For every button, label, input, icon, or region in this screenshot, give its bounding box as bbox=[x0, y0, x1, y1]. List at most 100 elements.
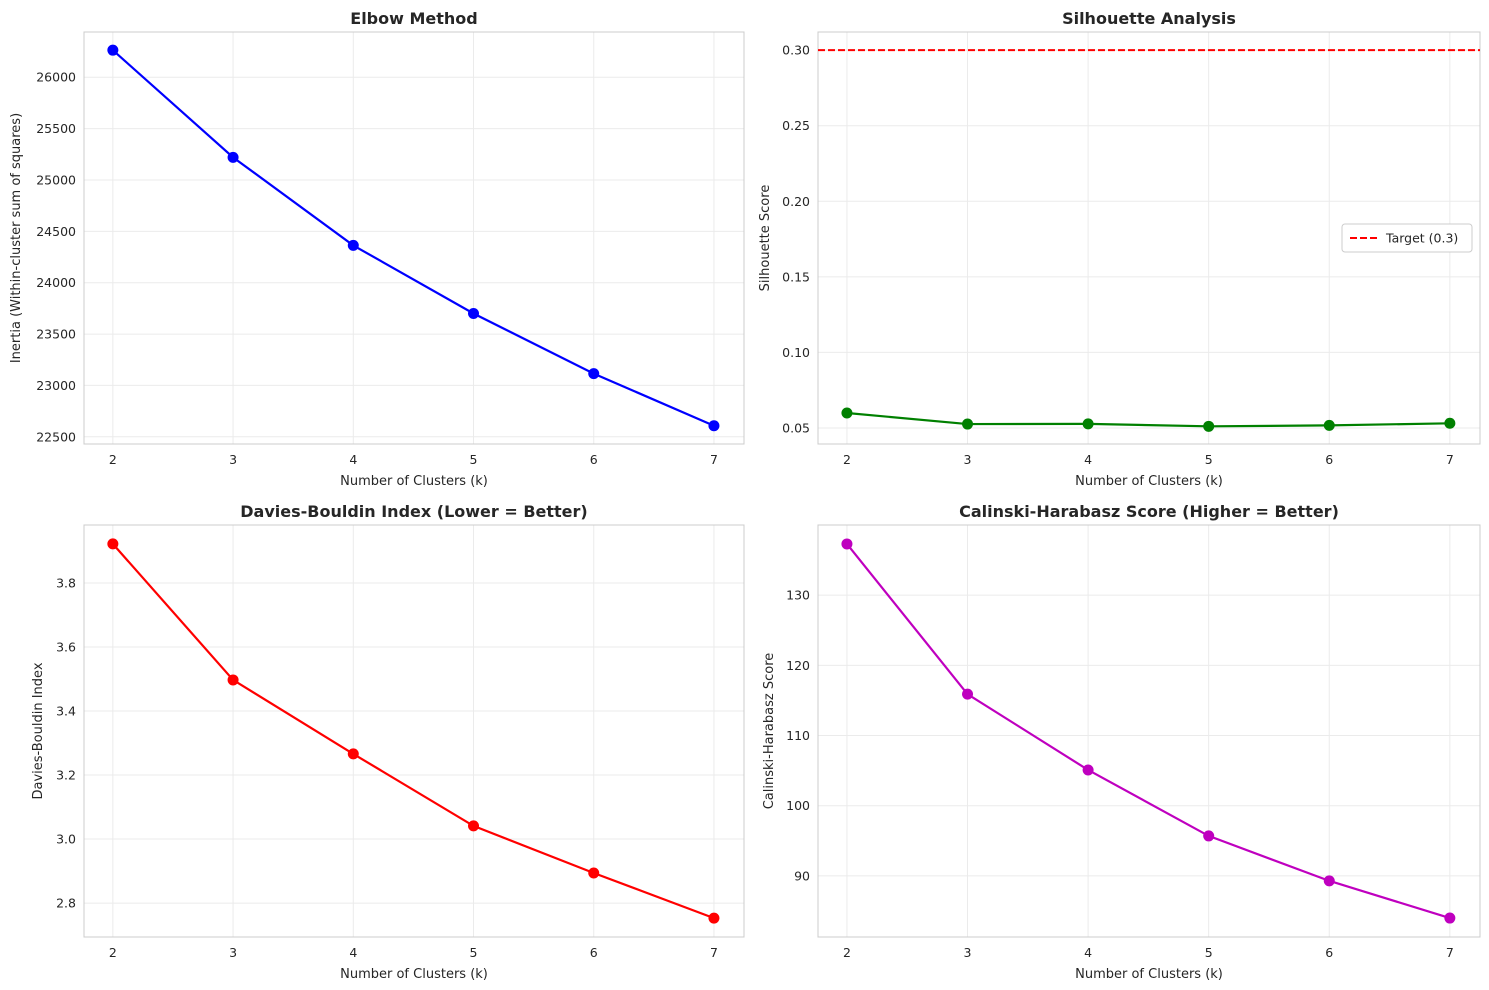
data-point bbox=[1444, 912, 1456, 924]
series-line bbox=[846, 543, 1451, 920]
data-point bbox=[841, 407, 853, 419]
x-tick-label: 3 bbox=[229, 945, 237, 960]
series-line bbox=[112, 49, 715, 427]
axes-frame bbox=[83, 524, 745, 938]
data-point bbox=[1323, 875, 1335, 887]
data-point bbox=[588, 867, 600, 879]
chart-title: Silhouette Analysis bbox=[1062, 9, 1236, 28]
x-tick-label: 5 bbox=[470, 945, 478, 960]
x-tick-label: 7 bbox=[710, 945, 718, 960]
data-point bbox=[107, 44, 119, 56]
x-tick-label: 2 bbox=[843, 945, 851, 960]
x-tick-label: 7 bbox=[1446, 945, 1454, 960]
data-point bbox=[1203, 830, 1215, 842]
x-axis-label: Number of Clusters (k) bbox=[1075, 967, 1223, 982]
data-point bbox=[841, 538, 853, 550]
y-tick-label: 0.30 bbox=[782, 43, 810, 58]
data-point bbox=[1444, 417, 1456, 429]
data-point bbox=[347, 239, 359, 251]
x-tick-label: 5 bbox=[1205, 452, 1213, 467]
data-point bbox=[1203, 420, 1215, 432]
y-tick-label: 2.8 bbox=[56, 896, 76, 911]
y-tick-label: 3.6 bbox=[56, 639, 76, 654]
y-tick-label: 24000 bbox=[36, 275, 76, 290]
data-point bbox=[588, 368, 600, 380]
x-tick-label: 4 bbox=[349, 945, 357, 960]
x-axis-label: Number of Clusters (k) bbox=[340, 474, 488, 489]
y-tick-label: 0.05 bbox=[782, 420, 810, 435]
legend-label: Target (0.3) bbox=[1385, 231, 1458, 246]
x-tick-label: 4 bbox=[1084, 945, 1092, 960]
y-tick-label: 3.4 bbox=[56, 703, 76, 718]
x-tick-label: 2 bbox=[109, 945, 117, 960]
data-point bbox=[468, 820, 480, 832]
data-point bbox=[962, 418, 974, 430]
subplot-1: 2 3 4 5 6 7 22500 23000 23500 24000 24500 25000 2550… bbox=[9, 9, 745, 489]
data-point bbox=[347, 748, 359, 760]
y-axis-label: Inertia (Within-cluster sum of squares) bbox=[9, 113, 24, 363]
y-tick-label: 0.15 bbox=[782, 269, 810, 284]
axes-frame bbox=[817, 31, 1481, 445]
y-tick-label: 0.10 bbox=[782, 345, 810, 360]
y-tick-label: 3.8 bbox=[56, 575, 76, 590]
data-point bbox=[962, 688, 974, 700]
data-point bbox=[708, 420, 720, 432]
chart-title: Davies-Bouldin Index (Lower = Better) bbox=[240, 502, 587, 521]
y-tick-label: 130 bbox=[786, 588, 810, 603]
x-tick-label: 4 bbox=[349, 452, 357, 467]
y-tick-label: 110 bbox=[786, 728, 810, 743]
y-tick-label: 25500 bbox=[36, 121, 76, 136]
y-tick-label: 26000 bbox=[36, 70, 76, 85]
x-tick-label: 7 bbox=[1446, 452, 1454, 467]
data-point bbox=[708, 912, 720, 924]
data-point bbox=[227, 151, 239, 163]
x-axis-label: Number of Clusters (k) bbox=[340, 967, 488, 982]
x-tick-label: 6 bbox=[1325, 452, 1333, 467]
x-tick-label: 4 bbox=[1084, 452, 1092, 467]
axes-frame bbox=[83, 31, 745, 445]
subplot-4: 2 3 4 5 6 7 90 100 110 120 130 Calinski-Harabasz Sc… bbox=[762, 502, 1481, 982]
y-tick-label: 3.2 bbox=[56, 768, 76, 783]
y-tick-label: 100 bbox=[786, 798, 810, 813]
x-tick-label: 6 bbox=[1325, 945, 1333, 960]
x-tick-label: 3 bbox=[229, 452, 237, 467]
data-point bbox=[1323, 419, 1335, 431]
y-tick-label: 90 bbox=[794, 868, 810, 883]
series-line bbox=[846, 411, 1450, 428]
y-axis-label: Davies-Bouldin Index bbox=[31, 662, 46, 799]
series-line bbox=[112, 543, 715, 920]
y-tick-label: 22500 bbox=[36, 429, 76, 444]
data-point bbox=[468, 308, 480, 320]
x-axis-label: Number of Clusters (k) bbox=[1075, 474, 1223, 489]
data-point bbox=[1082, 418, 1094, 430]
legend-frame bbox=[1341, 223, 1473, 253]
x-tick-label: 2 bbox=[843, 452, 851, 467]
x-tick-label: 3 bbox=[964, 452, 972, 467]
x-tick-label: 6 bbox=[590, 452, 598, 467]
x-tick-label: 5 bbox=[470, 452, 478, 467]
chart-title: Calinski-Harabasz Score (Higher = Better… bbox=[959, 502, 1339, 521]
legend: Target (0.3) bbox=[1341, 223, 1473, 253]
y-tick-label: 120 bbox=[786, 658, 810, 673]
x-tick-label: 5 bbox=[1205, 945, 1213, 960]
y-tick-label: 0.25 bbox=[782, 118, 810, 133]
x-tick-label: 7 bbox=[710, 452, 718, 467]
y-tick-label: 25000 bbox=[36, 172, 76, 187]
data-point bbox=[227, 674, 239, 686]
y-tick-label: 23500 bbox=[36, 327, 76, 342]
y-axis-label: Calinski-Harabasz Score bbox=[762, 653, 777, 810]
chart-title: Elbow Method bbox=[350, 9, 477, 28]
subplot-3: 2 3 4 5 6 7 2.8 3.0 3.2 3.4 3.6 3.8 Davies-Bouldin I… bbox=[31, 502, 745, 982]
y-axis-label: Silhouette Score bbox=[758, 185, 773, 292]
y-tick-label: 3.0 bbox=[56, 832, 76, 847]
subplot-2: 2 3 4 5 6 7 0.05 0.10 0.15 0.20 0.25 0.30 Target (0.… bbox=[758, 9, 1481, 489]
data-point bbox=[1082, 764, 1094, 776]
y-tick-label: 23000 bbox=[36, 378, 76, 393]
x-tick-label: 3 bbox=[964, 945, 972, 960]
x-tick-label: 6 bbox=[590, 945, 598, 960]
y-tick-label: 24500 bbox=[36, 224, 76, 239]
x-tick-label: 2 bbox=[109, 452, 117, 467]
data-point bbox=[107, 538, 119, 550]
axes-frame bbox=[817, 524, 1481, 938]
